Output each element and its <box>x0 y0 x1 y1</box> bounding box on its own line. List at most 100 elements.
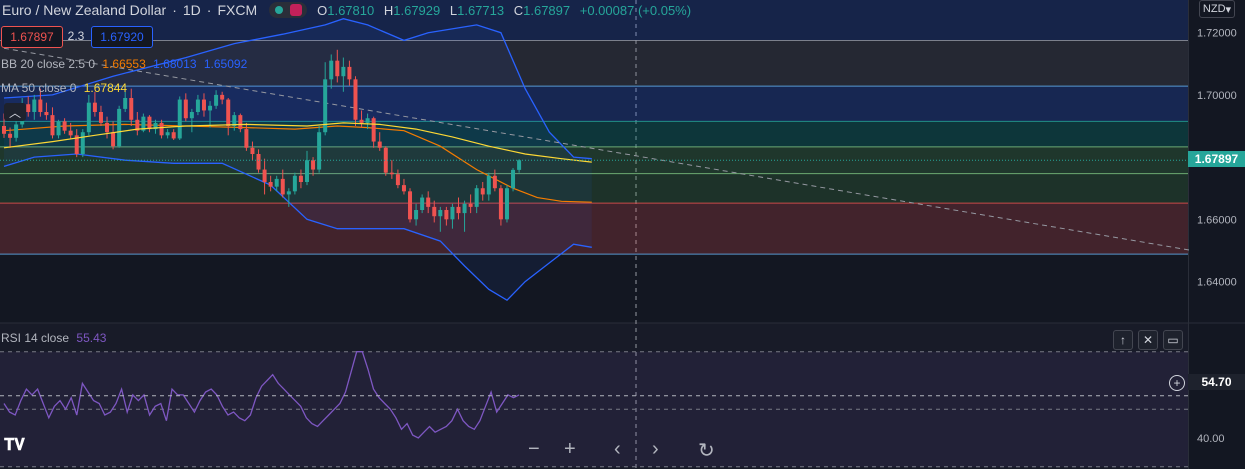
candle-body <box>511 169 516 189</box>
candle-body <box>98 112 103 123</box>
interval[interactable]: 1D <box>182 2 201 18</box>
rsi-tick-label: 40.00 <box>1197 433 1225 445</box>
collapse-legend-button[interactable]: ︿ <box>4 103 26 121</box>
bb-upper-line <box>3 18 592 160</box>
rsi-pane <box>0 351 1188 468</box>
bb-basis-value: 1.66553 <box>102 57 146 71</box>
candle-body <box>329 60 334 80</box>
candle-body <box>486 175 491 195</box>
candle-body <box>438 210 443 217</box>
price-tick-label: 1.70000 <box>1197 90 1237 102</box>
candle-body <box>56 121 61 136</box>
candle-body <box>383 147 388 173</box>
exchange: FXCM <box>217 2 258 18</box>
candle-body <box>220 94 225 100</box>
candle-body <box>105 122 110 133</box>
market-open-icon <box>275 6 284 14</box>
moving-average <box>0 122 1188 163</box>
candle-body <box>280 178 285 195</box>
candle-body <box>335 60 340 77</box>
candle-body <box>80 132 85 154</box>
fib-zone <box>0 203 1188 255</box>
candle-body <box>111 132 116 147</box>
candle-body <box>389 172 394 175</box>
candle-body <box>201 99 206 111</box>
candle-body <box>232 115 237 126</box>
zoom-in-icon[interactable]: + <box>564 438 576 460</box>
candle-body <box>165 132 170 136</box>
candle-body <box>432 206 437 217</box>
reset-icon[interactable]: ↻ <box>698 440 715 462</box>
market-status-toggle[interactable] <box>269 2 308 18</box>
candle-body <box>504 188 509 220</box>
candle-body <box>129 98 134 120</box>
candle-body <box>444 210 449 220</box>
move-up-button[interactable]: ↑ <box>1113 330 1133 350</box>
scroll-left-icon[interactable]: ‹ <box>614 438 621 460</box>
price-tick-label: 1.66000 <box>1197 214 1237 226</box>
collapse-icon: ︿ <box>8 105 21 120</box>
candle-body <box>250 147 255 154</box>
candle-body <box>268 182 273 187</box>
chevron-down-icon: ▾ <box>1225 3 1232 16</box>
candle-body <box>123 98 128 109</box>
candle-body <box>286 191 291 195</box>
maximize-pane-button[interactable]: ▭ <box>1163 330 1183 350</box>
maximize-icon: ▭ <box>1167 333 1179 347</box>
candle-body <box>147 116 152 130</box>
candle-body <box>62 121 67 131</box>
candle-body <box>365 118 370 123</box>
candle-body <box>317 132 322 170</box>
candle-body <box>2 126 6 134</box>
move-up-icon: ↑ <box>1120 333 1126 347</box>
candle-body <box>226 99 231 126</box>
candle-body <box>450 206 455 220</box>
price-axis[interactable]: 1.720001.700001.680001.660001.6400060.00… <box>1197 28 1237 445</box>
candle-body <box>195 99 200 112</box>
rsi-legend[interactable]: RSI 14 close 55.43 <box>1 331 107 345</box>
candle-body <box>305 160 309 182</box>
currency-selector[interactable]: NZD ▾ <box>1199 0 1235 18</box>
trend-line[interactable] <box>3 47 1192 251</box>
candle-body <box>462 203 467 214</box>
high-value: 1.67929 <box>393 2 441 18</box>
candle-body <box>353 79 358 120</box>
candle-body <box>32 99 37 112</box>
candle-body <box>44 112 49 116</box>
ma-line <box>3 122 592 163</box>
rsi-line <box>3 351 520 439</box>
bb-upper-value: 1.68013 <box>153 57 197 71</box>
candle-body <box>74 135 79 154</box>
candle-body <box>141 116 146 131</box>
candle-body <box>238 115 243 130</box>
candle-body <box>189 112 194 119</box>
bb-legend[interactable]: BB 20 close 2.5 0 1.66553 1.68013 1.6509… <box>1 57 248 71</box>
ma-legend[interactable]: MA 50 close 0 1.67844 <box>1 81 128 95</box>
candle-body <box>183 99 188 119</box>
candle-body <box>359 119 364 123</box>
symbol-name[interactable]: Euro / New Zealand Dollar <box>2 2 167 18</box>
close-pane-button[interactable]: ✕ <box>1138 330 1158 350</box>
candle-body <box>26 104 31 112</box>
price-tick-label: 1.64000 <box>1197 277 1237 289</box>
scroll-right-icon[interactable]: › <box>652 438 659 460</box>
rsi-value: 55.43 <box>76 331 107 345</box>
candles <box>2 49 522 232</box>
trend-line-segment <box>3 47 1192 251</box>
candle-body <box>153 122 158 130</box>
open-value: 1.67810 <box>327 2 375 18</box>
candle-body <box>159 122 164 136</box>
add-icon[interactable]: + <box>1169 375 1185 391</box>
sell-price-box[interactable]: 1.67897 <box>1 26 63 48</box>
buy-price-box[interactable]: 1.67920 <box>91 26 153 48</box>
candle-body <box>14 124 19 138</box>
candle-body <box>492 175 497 189</box>
candle-body <box>414 210 419 220</box>
candle-body <box>117 108 122 147</box>
zoom-out-icon[interactable]: − <box>528 438 540 460</box>
candle-body <box>292 175 297 192</box>
candle-body <box>86 102 91 133</box>
tradingview-logo-icon: 𝐓𝐕 <box>4 437 25 454</box>
fib-zone-top <box>0 0 1188 41</box>
